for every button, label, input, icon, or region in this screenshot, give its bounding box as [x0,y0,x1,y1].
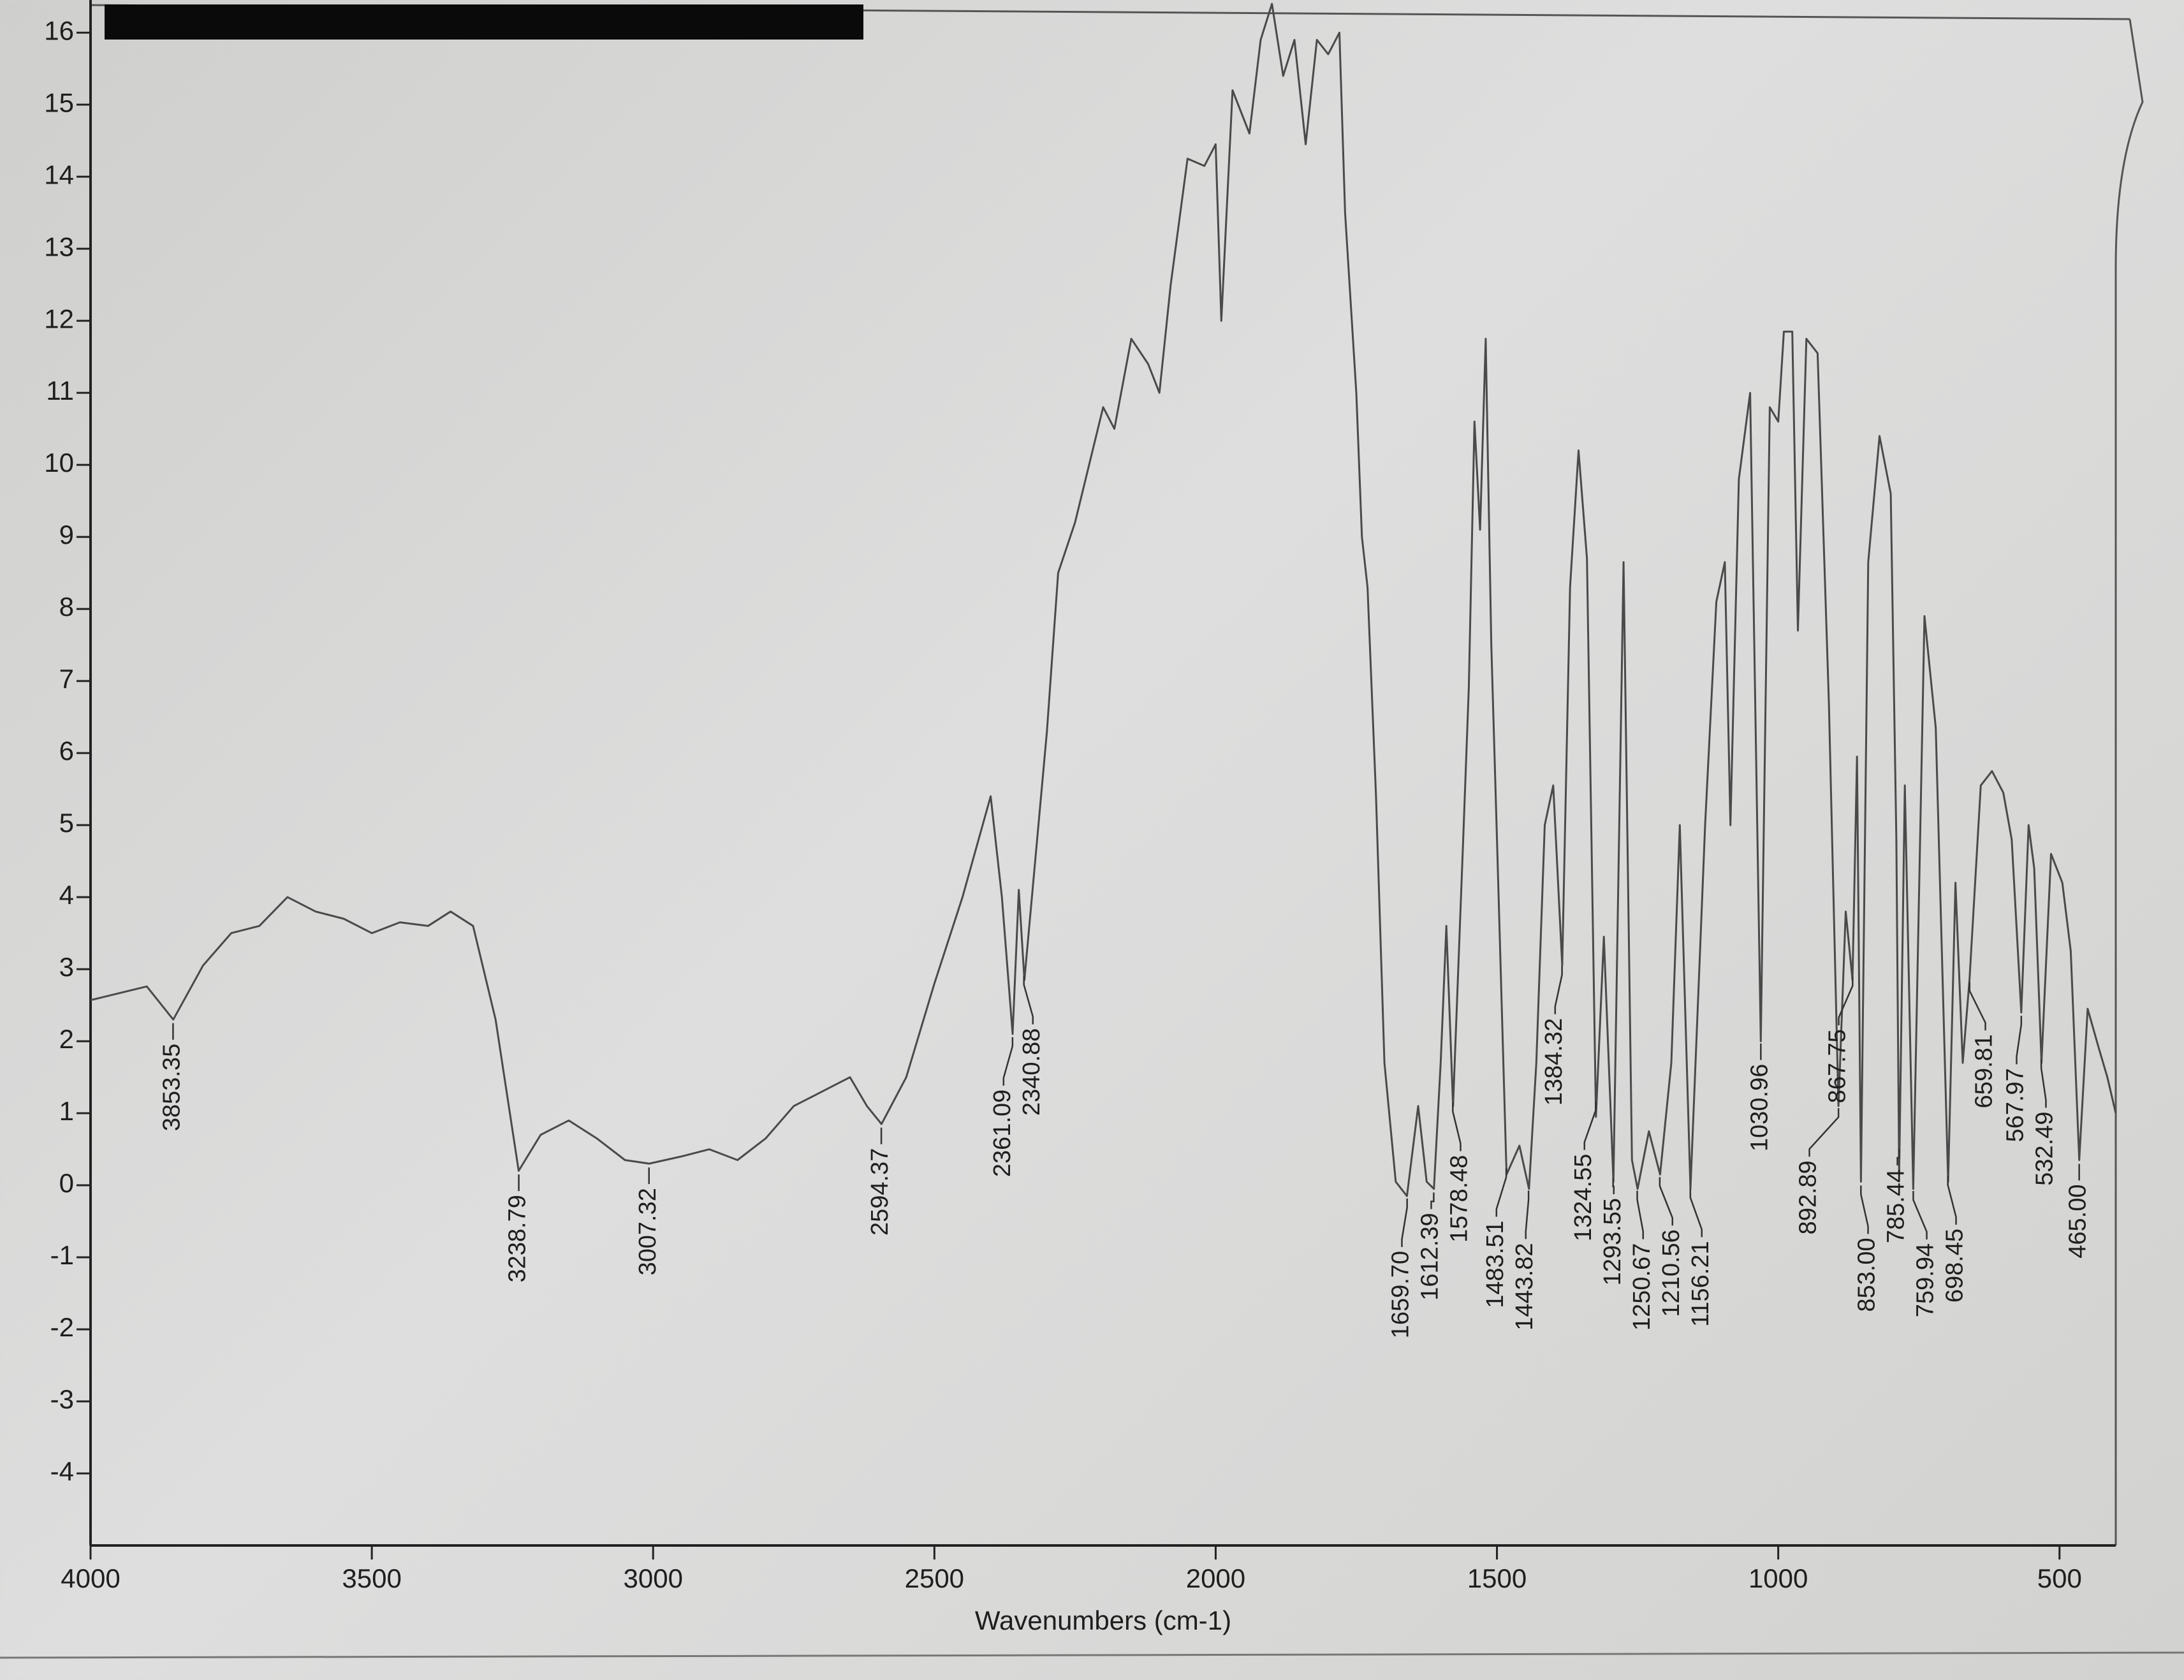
peak-label: 567.97 [2002,1068,2028,1142]
peak-leader [2040,1059,2047,1108]
x-tick-label: 3500 [342,1563,401,1593]
peak-label: 785.44 [1883,1169,1910,1243]
peak-leader [1636,1190,1645,1239]
y-tick-label: 6 [59,736,74,766]
peak-label: 867.75 [1824,1029,1851,1103]
peak-label: 465.00 [2065,1185,2092,1259]
peak-leader [1430,1192,1435,1209]
y-tick-label: -3 [50,1384,74,1414]
peak-label: 853.00 [1854,1238,1880,1311]
peak-leader [1554,965,1563,1014]
peak-label: 3853.35 [158,1044,185,1131]
peak-label: 1324.55 [1570,1154,1597,1241]
peak-leader [1689,1188,1703,1238]
paper-edge [0,1651,2184,1659]
peak-leader [1808,1108,1840,1157]
y-tick-label: 13 [44,231,74,261]
peak-label: 2340.88 [1018,1028,1045,1116]
y-tick-label: -2 [50,1312,74,1342]
peak-label: 2594.37 [867,1148,893,1236]
peak-label: 1030.96 [1746,1064,1773,1151]
peak-label: 532.49 [2031,1111,2058,1185]
x-tick-label: 1500 [1467,1563,1527,1593]
peak-leader [1860,1185,1869,1234]
x-tick-label: 1000 [1748,1563,1808,1593]
y-tick-label: 8 [59,592,74,622]
peak-label: 759.94 [1912,1243,1939,1317]
y-tick-label: 1 [59,1096,74,1126]
frame-right [2114,18,2144,1545]
peak-leader [1023,975,1034,1025]
peak-leader [1612,1177,1615,1194]
peak-label: 1156.21 [1687,1241,1714,1327]
y-tick-label: -1 [50,1240,74,1270]
y-tick-label: 12 [44,303,74,333]
peak-leader [2016,1016,2023,1065]
peak-label: 3238.79 [504,1195,531,1282]
peak-leader [1659,1177,1674,1226]
peak-leader [1495,1168,1507,1217]
peak-leader [1401,1198,1408,1247]
peak-leader [1002,1037,1014,1086]
peak-label: 3007.32 [634,1188,661,1275]
x-tick-label: 4000 [61,1563,120,1593]
x-tick-label: 3000 [624,1563,683,1593]
peak-label: 1293.55 [1599,1198,1626,1285]
peak-leader [1452,1102,1462,1151]
y-tick-label: 14 [44,159,74,189]
peak-label: 1659.70 [1387,1251,1414,1338]
peak-label: 1443.82 [1511,1243,1538,1330]
y-tick-label: 16 [44,15,74,45]
y-tick-label: 15 [44,87,74,117]
peak-leader [1525,1190,1530,1239]
y-tick-label: 2 [59,1024,74,1054]
y-tick-label: 7 [59,664,74,694]
redaction-bar [105,4,863,40]
x-tick-label: 2500 [905,1563,964,1593]
peak-label: 1384.32 [1541,1018,1567,1106]
y-tick-label: 11 [46,376,74,405]
y-tick-label: 4 [59,880,74,910]
peak-leader [1583,1101,1597,1150]
peak-label: 1578.48 [1446,1155,1472,1242]
y-tick-label: 10 [44,448,74,478]
spectrum-line [90,3,2117,1197]
peak-label: 1250.67 [1629,1243,1655,1331]
peak-label: 1612.39 [1416,1213,1443,1300]
peak-label: 659.81 [1971,1034,1998,1108]
peak-label: 2361.09 [989,1090,1016,1177]
x-axis-label: Wavenumbers (cm-1) [975,1605,1231,1635]
peak-leader [1912,1191,1928,1240]
peak-leader [1947,1176,1957,1225]
y-tick-label: 3 [59,952,74,982]
y-tick-label: 5 [59,808,74,838]
peak-label: 1210.56 [1658,1229,1685,1317]
peak-label: 892.89 [1795,1160,1822,1234]
peak-label: 1483.51 [1482,1220,1509,1308]
peak-leader [1968,982,1986,1031]
y-tick-label: 0 [59,1168,74,1198]
peak-label: 698.45 [1942,1229,1968,1303]
y-tick-label: -4 [50,1456,74,1486]
y-tick-label: 9 [59,520,74,550]
x-tick-label: 500 [2037,1563,2082,1593]
peak-leader [1838,977,1854,1026]
x-tick-label: 2000 [1186,1563,1245,1593]
peak-leader [1896,1148,1900,1165]
